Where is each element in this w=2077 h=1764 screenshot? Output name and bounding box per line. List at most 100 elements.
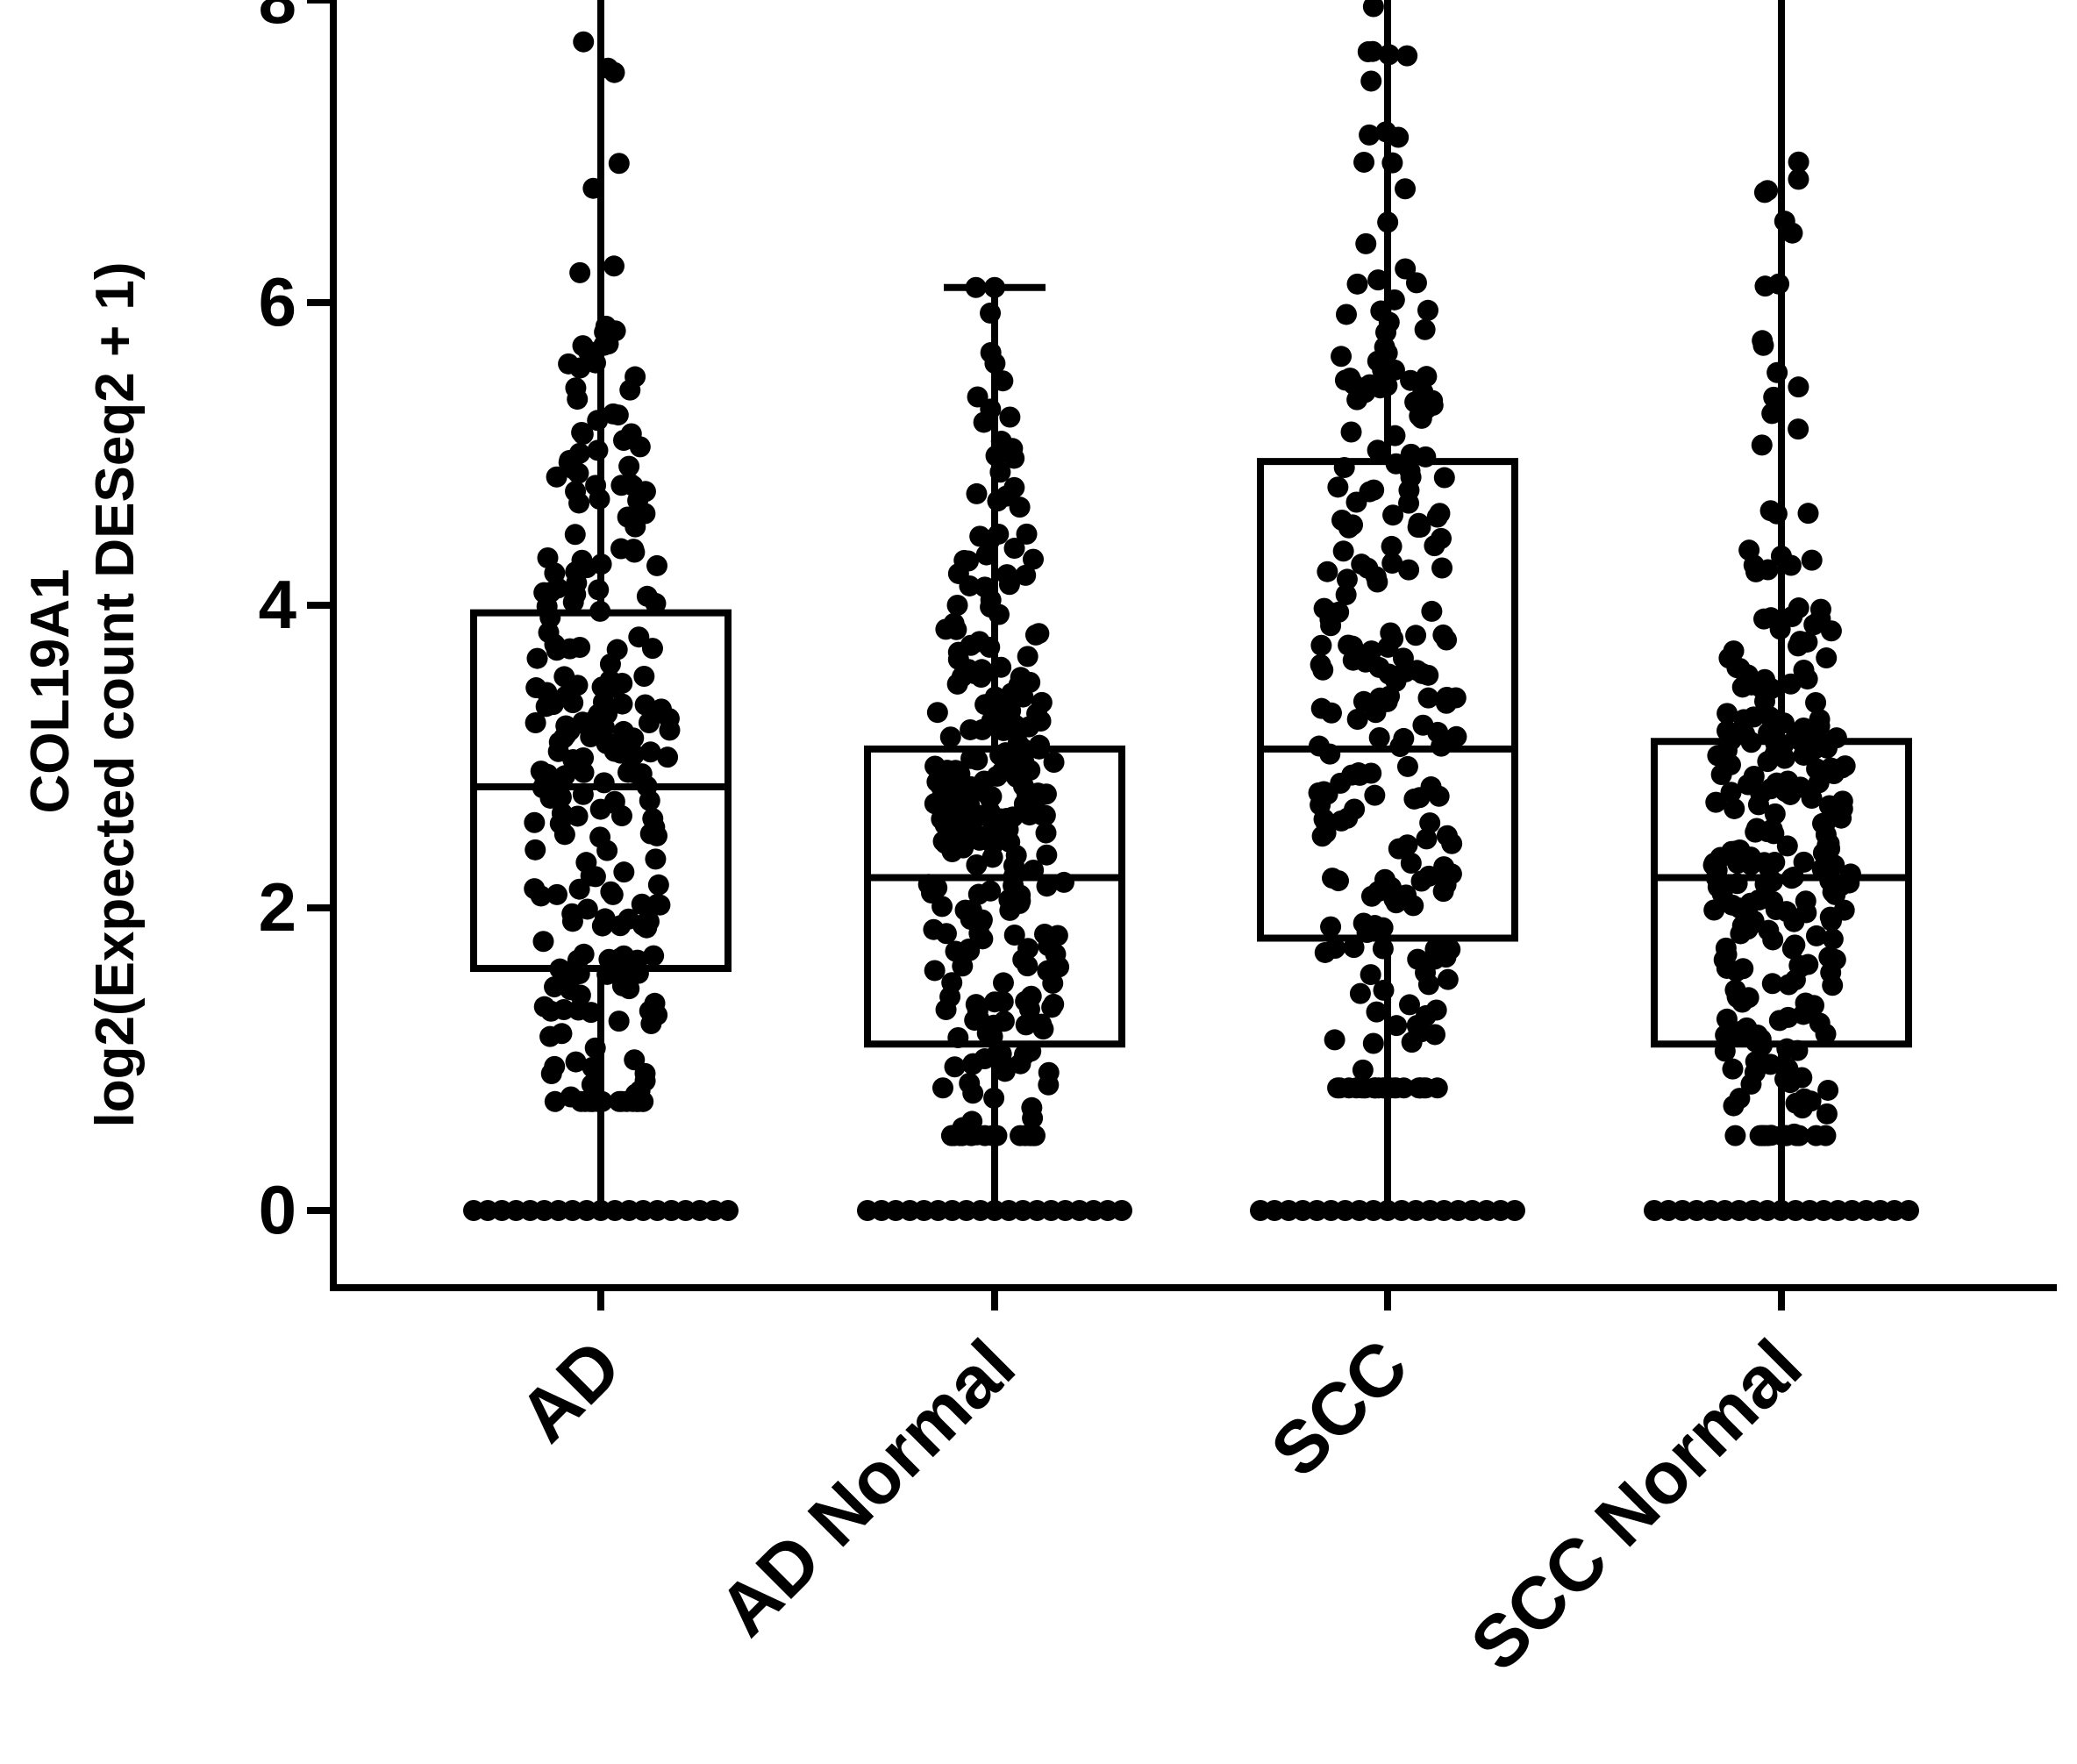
data-point: [1416, 828, 1438, 850]
data-point: [1725, 961, 1747, 982]
data-point: [1322, 868, 1344, 889]
data-point: [1431, 527, 1452, 549]
data-point: [1357, 41, 1379, 63]
data-point: [1833, 899, 1855, 921]
data-point: [1310, 634, 1332, 656]
data-point: [1715, 1025, 1737, 1046]
data-point: [1724, 1125, 1746, 1146]
box-scc: [1257, 0, 1518, 1214]
data-point: [1320, 702, 1342, 724]
data-point: [1831, 790, 1853, 812]
data-point: [608, 1011, 630, 1032]
data-point: [1805, 925, 1827, 946]
box-iqr: [1651, 738, 1912, 1048]
data-point: [565, 583, 587, 605]
data-point: [1743, 766, 1765, 788]
data-point: [1019, 760, 1041, 782]
data-point: [1372, 917, 1394, 939]
data-point: [1726, 986, 1748, 1008]
y-axis-label-unit: log2(Expected count DESeq2 + 1): [85, 261, 146, 1127]
data-point: [562, 692, 584, 714]
data-point: [1419, 812, 1441, 834]
data-point: [1003, 924, 1025, 946]
data-point: [1439, 939, 1461, 961]
box-iqr: [1257, 458, 1518, 942]
data-point: [959, 1072, 981, 1094]
y-tick-label: 6: [259, 263, 296, 340]
points-scc-normal: [1644, 0, 1919, 1221]
data-point: [939, 986, 961, 1008]
data-point: [1751, 1125, 1773, 1146]
data-point: [717, 1200, 739, 1221]
points-ad: [463, 31, 739, 1221]
data-point: [1729, 839, 1751, 861]
x-ticks: AD AD Normal SCC SCC Normal: [503, 1288, 1817, 1686]
data-point: [935, 618, 957, 640]
data-point: [1425, 999, 1447, 1021]
data-point: [551, 803, 573, 825]
data-point: [579, 1090, 601, 1112]
data-point: [1431, 557, 1453, 579]
data-point: [576, 557, 598, 579]
data-point: [572, 711, 594, 733]
data-point: [1780, 673, 1802, 695]
data-point: [1009, 496, 1031, 518]
data-point: [1705, 791, 1727, 813]
data-point: [1362, 1032, 1384, 1054]
data-point: [1410, 1077, 1431, 1099]
data-point: [636, 911, 658, 932]
data-point: [525, 677, 547, 699]
data-point: [1428, 785, 1450, 807]
data-point: [550, 786, 572, 808]
data-point: [608, 153, 630, 175]
data-point: [1722, 1058, 1744, 1080]
data-point: [1407, 948, 1429, 970]
data-point: [1761, 973, 1783, 995]
data-point: [546, 883, 567, 905]
data-point: [954, 899, 976, 921]
data-point: [575, 852, 597, 874]
data-point: [649, 894, 671, 916]
data-point: [947, 562, 969, 584]
data-point: [561, 911, 583, 932]
data-point: [989, 819, 1011, 841]
data-point: [1015, 1014, 1037, 1036]
data-point: [1411, 662, 1433, 684]
data-point: [544, 1090, 566, 1112]
data-point: [611, 672, 633, 694]
data-point: [980, 341, 1002, 363]
data-point: [991, 761, 1013, 782]
data-point: [1022, 548, 1044, 570]
y-tick-label: 4: [259, 566, 296, 643]
data-point: [1010, 1053, 1031, 1075]
data-point: [1365, 702, 1387, 724]
points-scc: [1250, 0, 1525, 1221]
data-point: [1757, 751, 1779, 773]
data-point: [1352, 1059, 1374, 1081]
box-ad: [470, 0, 732, 1214]
data-point: [1401, 1032, 1423, 1053]
data-point: [1762, 929, 1784, 951]
data-point: [996, 564, 1018, 586]
data-point: [1800, 1090, 1822, 1112]
data-point: [988, 523, 1010, 545]
data-point: [1406, 1014, 1428, 1036]
data-point: [618, 455, 640, 477]
data-point: [954, 779, 976, 801]
data-point: [1726, 657, 1748, 679]
data-point: [1740, 1073, 1762, 1095]
data-point: [1784, 934, 1806, 956]
data-point: [1504, 1200, 1525, 1221]
data-point: [1723, 1095, 1745, 1117]
data-point: [643, 945, 665, 967]
data-point: [1381, 535, 1403, 557]
data-point: [1364, 784, 1386, 806]
data-point: [976, 1022, 998, 1044]
data-point: [525, 839, 546, 861]
data-point: [1327, 476, 1349, 498]
data-point: [1017, 646, 1038, 668]
data-point: [1041, 996, 1063, 1018]
data-point: [1379, 685, 1401, 707]
data-point: [960, 747, 982, 769]
